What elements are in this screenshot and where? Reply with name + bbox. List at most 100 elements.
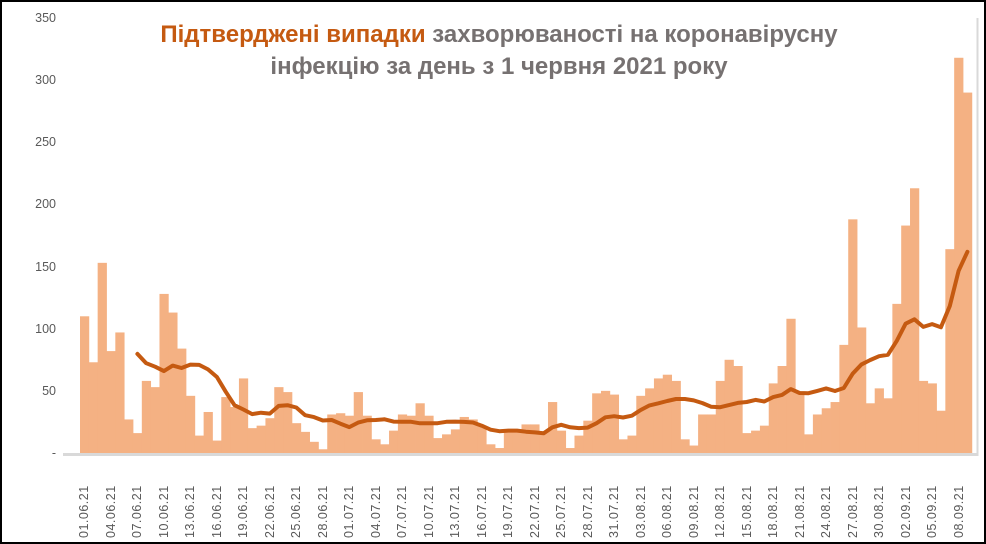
bar [927, 383, 937, 453]
bar [203, 411, 213, 453]
bar [848, 219, 858, 453]
bar [283, 392, 293, 453]
bar [786, 318, 796, 453]
bar [645, 388, 655, 453]
bar [742, 433, 752, 453]
bar [821, 408, 831, 453]
x-axis-tick-label: 10.07.21 [421, 485, 436, 538]
bar [88, 362, 99, 453]
bar [97, 262, 107, 453]
x-axis-tick-label: 15.08.21 [739, 485, 754, 538]
bar [327, 414, 337, 453]
bar [274, 387, 284, 453]
bar [936, 410, 946, 453]
bar [371, 439, 381, 453]
bar [477, 425, 487, 453]
x-axis-tick-label: 27.08.21 [845, 485, 860, 538]
bar [892, 303, 902, 453]
x-axis-tick-label: 19.07.21 [501, 485, 516, 538]
bar [671, 380, 681, 453]
x-axis-tick-label: 31.07.21 [607, 485, 622, 538]
bar [415, 403, 425, 453]
bar [459, 416, 469, 453]
bar [636, 395, 646, 453]
bar [318, 449, 328, 453]
bar [777, 366, 787, 453]
bar [918, 380, 929, 453]
bar [397, 414, 408, 453]
x-axis-tick-label: 07.06.21 [130, 485, 145, 538]
bar [901, 225, 911, 453]
bar [556, 430, 567, 453]
bar [80, 316, 90, 453]
bar [336, 413, 346, 453]
x-axis-tick-label: 12.08.21 [713, 485, 728, 538]
x-axis-tick-label: 16.06.21 [209, 485, 224, 538]
bar [106, 351, 116, 453]
bar [503, 430, 514, 453]
bar [309, 441, 319, 453]
y-axis-tick-label: 50 [42, 383, 56, 398]
x-axis-tick-label: 01.06.21 [77, 485, 92, 538]
x-axis-tick-label: 28.07.21 [580, 485, 595, 538]
bar [839, 344, 849, 453]
bar [653, 378, 664, 453]
bar [865, 403, 876, 453]
bar [168, 312, 178, 453]
x-axis-tick-label: 13.06.21 [183, 485, 198, 538]
bar [689, 445, 699, 453]
bar [132, 433, 143, 453]
chart-title-rest: захворюваності на коронавірусну інфекцію… [270, 21, 838, 80]
x-axis-tick-label: 28.06.21 [315, 485, 330, 538]
x-axis-tick-label: 06.08.21 [660, 485, 675, 538]
bar [874, 388, 884, 453]
bar [530, 424, 540, 453]
x-axis-tick-label: 25.07.21 [554, 485, 569, 538]
bar [521, 424, 531, 453]
x-axis-tick-label: 16.07.21 [474, 485, 489, 538]
bar [512, 429, 522, 453]
bar [857, 327, 867, 453]
bar [486, 444, 496, 453]
bar [442, 434, 452, 453]
bar [945, 249, 955, 453]
bar [830, 402, 840, 453]
y-axis-tick-label: 350 [35, 11, 56, 25]
bar [618, 439, 628, 453]
x-axis-tick-label: 19.06.21 [236, 485, 251, 538]
bar [344, 415, 355, 453]
bar [115, 332, 125, 453]
bar [751, 430, 761, 453]
bar [698, 414, 708, 453]
x-axis-tick-label: 04.06.21 [103, 485, 118, 538]
bar [380, 444, 390, 453]
bar [768, 383, 778, 453]
bar [627, 435, 637, 453]
x-axis-tick-label: 22.07.21 [527, 485, 542, 538]
bar [389, 430, 399, 453]
bars-layer [80, 57, 973, 454]
bar [362, 415, 372, 453]
bar [194, 435, 205, 453]
chart-title-highlight: Підтверджені випадки [160, 21, 426, 48]
bar [574, 435, 584, 453]
bar [177, 348, 187, 453]
x-axis-tick-label: 09.08.21 [686, 485, 701, 538]
bar [600, 390, 611, 453]
bar [238, 378, 249, 453]
bar [159, 293, 169, 453]
bar [812, 414, 823, 453]
bar [706, 414, 717, 453]
y-axis-tick-label: 100 [35, 321, 56, 336]
bar [124, 419, 134, 453]
bar [963, 92, 973, 453]
chart-title: Підтверджені випадки захворюваності на к… [140, 19, 858, 82]
bar [795, 393, 805, 453]
bar [759, 425, 770, 453]
y-axis-tick-label: 300 [35, 73, 56, 88]
bar [424, 415, 434, 453]
bar [804, 434, 814, 453]
x-axis-tick-label: 07.07.21 [395, 485, 410, 538]
bar [212, 440, 222, 453]
